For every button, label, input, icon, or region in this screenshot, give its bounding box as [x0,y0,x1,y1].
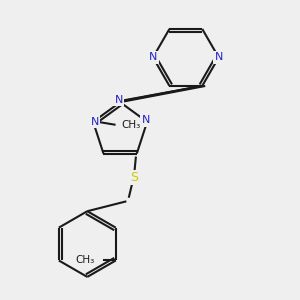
Text: N: N [149,52,157,62]
Text: S: S [130,171,138,184]
Text: CH₃: CH₃ [121,120,140,130]
Text: N: N [141,115,150,125]
Text: N: N [91,117,99,127]
Text: N: N [115,95,123,105]
Text: CH₃: CH₃ [76,256,95,266]
Text: N: N [214,52,223,62]
